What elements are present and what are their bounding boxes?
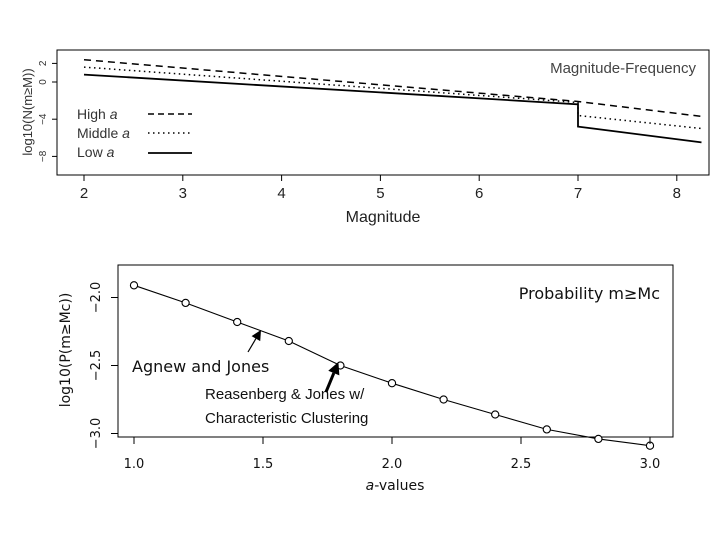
x-tick-label-bottom: 1.5 [253, 457, 274, 472]
x-axis-bottom: 1.0 1.5 2.0 2.5 3.0 [124, 437, 661, 472]
annotation-arrow-reasenberg [324, 372, 336, 393]
data-point [387, 379, 397, 388]
x-axis-label-bottom: a-values [366, 478, 425, 494]
chart-title-top: Magnitude-Frequency [550, 60, 696, 77]
annotation-text-agnew-jones: Agnew and Jones [132, 357, 269, 376]
chart-title-bottom: Probability m≥Mc [519, 284, 660, 303]
series-line-middle-a [83, 66, 702, 130]
x-tick-label-bottom: 3.0 [640, 457, 661, 472]
y-axis-label-top: log10(N(m≥M)) [20, 68, 35, 155]
y-axis-label-bottom: log10(P(m≥Mc)) [58, 293, 74, 408]
x-tick-label-top: 3 [179, 185, 187, 202]
x-tick-label-top: 2 [80, 185, 88, 202]
data-point [284, 336, 293, 346]
y-tick-label-bottom: −3.0 [89, 418, 104, 450]
x-tick-label-top: 5 [376, 185, 384, 202]
data-point [439, 395, 448, 404]
annotation-arrowhead-reasenberg [328, 362, 340, 376]
data-point [491, 410, 500, 419]
x-tick-label-top: 7 [574, 185, 582, 202]
plot-frame-top [56, 49, 710, 176]
annotation-arrow-agnew-jones [247, 338, 257, 353]
x-axis-label-top: Magnitude [346, 209, 421, 226]
y-axis-bottom: −2.0 −2.5 −3.0 [89, 282, 118, 450]
x-tick-label-bottom: 2.5 [511, 457, 532, 472]
series-line-high-a [83, 58, 702, 118]
y-tick-label-bottom: −2.0 [89, 282, 104, 314]
y-tick-label-top: −4 [38, 113, 49, 125]
plot-frame-bottom [117, 264, 674, 438]
x-tick-label-top: 4 [277, 185, 285, 202]
legend-label-middle: Middle a [77, 125, 130, 141]
chart-magnitude-frequency: 2 3 4 5 6 7 8 2 0 −4 −8 Magnitude-Frequency Magni… [20, 49, 710, 226]
annotation-arrowhead-agnew-jones [251, 330, 261, 342]
data-point [233, 317, 242, 327]
series-line-low-a [83, 73, 702, 144]
legend-label-high: High a [77, 106, 118, 122]
data-point [594, 434, 603, 444]
annotation-agnew-jones: Agnew and Jones [132, 330, 269, 376]
annotation-text-reasenberg-line1: Reasenberg & Jones w/ [205, 386, 365, 403]
annotation-reasenberg-jones: Reasenberg & Jones w/ Characteristic Clu… [205, 362, 368, 427]
y-tick-label-top: −8 [38, 150, 49, 162]
y-tick-label-top: 0 [38, 79, 49, 85]
x-tick-label-top: 6 [475, 185, 483, 202]
legend-top: High a Middle a Low a [77, 106, 192, 160]
x-axis-top: 2 3 4 5 6 7 8 [80, 175, 681, 202]
x-tick-label-top: 8 [673, 185, 681, 202]
data-point [542, 425, 551, 434]
y-tick-label-bottom: −2.5 [89, 350, 104, 382]
data-point [129, 281, 139, 290]
legend-label-low: Low a [77, 144, 115, 160]
chart-probability: 1.0 1.5 2.0 2.5 3.0 −2.0 −2.5 −3.0 Probability… [58, 264, 674, 494]
series-lines-top [83, 58, 702, 144]
data-point [181, 298, 190, 308]
y-tick-label-top: 2 [38, 60, 49, 66]
y-axis-top: 2 0 −4 −8 [38, 60, 57, 162]
x-tick-label-bottom: 1.0 [124, 457, 145, 472]
x-tick-label-bottom: 2.0 [382, 457, 403, 472]
annotation-text-reasenberg-line2: Characteristic Clustering [205, 410, 368, 427]
